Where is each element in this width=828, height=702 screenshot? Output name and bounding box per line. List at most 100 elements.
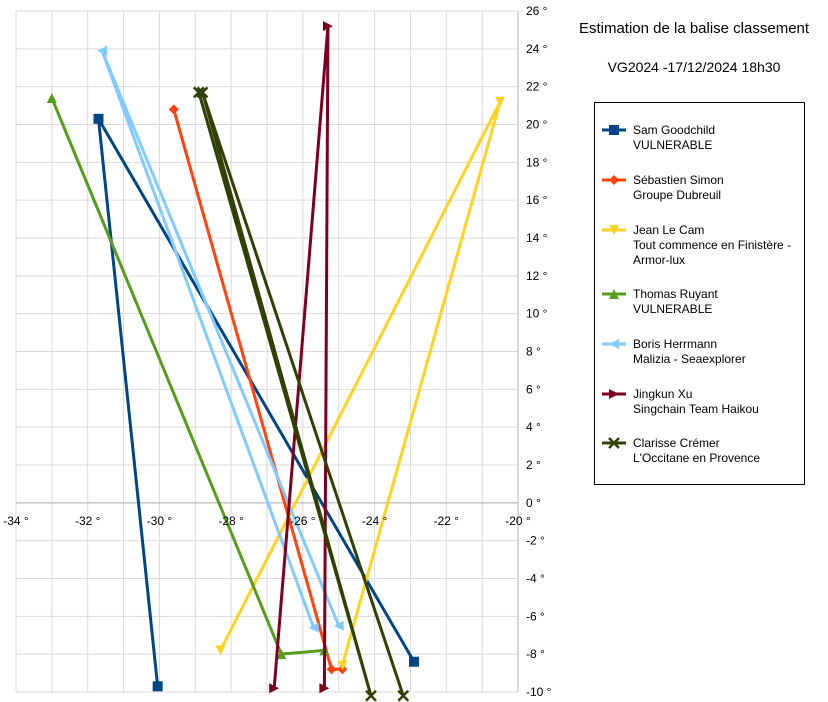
series-line xyxy=(219,100,502,666)
y-tick-label: -6 ° xyxy=(526,609,545,623)
legend-swatch xyxy=(602,225,626,235)
x-tick-label: -32 ° xyxy=(75,514,101,528)
y-tick-label: 2 ° xyxy=(526,458,541,472)
y-tick-label: 20 ° xyxy=(526,118,548,132)
data-point xyxy=(397,689,410,702)
legend-swatch xyxy=(602,339,626,349)
series-6 xyxy=(192,86,410,702)
legend-swatch-marker xyxy=(609,339,619,349)
chart-title: Estimation de la balise classement xyxy=(578,20,810,37)
data-point xyxy=(326,664,337,675)
x-tick-label: -30 ° xyxy=(147,514,173,528)
legend-series-subname: Groupe Dubreuil xyxy=(633,188,722,202)
x-tick-label: -22 ° xyxy=(434,514,460,528)
legend-series-name: Sam Goodchild xyxy=(633,123,716,137)
data-point xyxy=(365,689,377,702)
legend-label: Thomas Ruyant VULNERABLE xyxy=(633,287,803,317)
series-4 xyxy=(97,45,344,633)
legend-series-subname: VULNERABLE xyxy=(633,302,713,316)
legend-item: Sébastien Simon Groupe Dubreuil xyxy=(595,173,804,223)
legend-series-name: Jean Le Cam xyxy=(633,223,705,237)
series-5 xyxy=(269,21,333,694)
legend-item: Boris Herrmann Malizia - Seaexplorer xyxy=(595,337,804,387)
data-point xyxy=(46,93,57,104)
legend-label: Sam Goodchild VULNERABLE xyxy=(633,123,803,153)
y-tick-label: 22 ° xyxy=(526,80,548,94)
x-tick-label: -20 ° xyxy=(505,514,531,528)
x-tick-label: -34 ° xyxy=(3,514,29,528)
legend-series-name: Jingkun Xu xyxy=(633,387,693,401)
data-point xyxy=(168,104,179,115)
y-tick-label: 18 ° xyxy=(526,155,548,169)
legend-series-name: Clarisse Crémer xyxy=(633,436,720,450)
y-tick-label: 12 ° xyxy=(526,269,548,283)
grid xyxy=(15,10,519,693)
legend-swatch xyxy=(602,175,626,185)
legend-swatch xyxy=(602,389,626,399)
legend-series-subname: VULNERABLE xyxy=(633,138,713,152)
data-point xyxy=(97,45,108,56)
legend-swatch-marker xyxy=(609,175,619,185)
data-point xyxy=(152,681,163,692)
legend-series-subname: Tout commence en Finistère - Armor-lux xyxy=(633,238,792,267)
x-tick-label: -24 ° xyxy=(362,514,388,528)
y-tick-label: 4 ° xyxy=(526,420,541,434)
legend-label: Sébastien Simon Groupe Dubreuil xyxy=(633,173,803,203)
legend-series-name: Thomas Ruyant xyxy=(633,287,718,301)
series-1 xyxy=(168,104,348,675)
legend-swatch-marker xyxy=(608,437,620,449)
legend-series-subname: L'Occitane en Provence xyxy=(633,451,761,465)
y-tick-label: 16 ° xyxy=(526,193,548,207)
data-point xyxy=(322,21,333,32)
legend-label: Jingkun Xu Singchain Team Haikou xyxy=(633,387,803,417)
data-point xyxy=(337,660,348,671)
legend-item: Jean Le Cam Tout commence en Finistère - … xyxy=(595,223,804,273)
data-point xyxy=(319,683,330,694)
legend-swatch-marker xyxy=(609,289,619,299)
y-tick-label: -8 ° xyxy=(526,647,545,661)
series-line xyxy=(272,24,330,689)
legend-swatch-marker xyxy=(609,389,619,399)
y-tick-label: -2 ° xyxy=(526,534,545,548)
series-line xyxy=(197,90,405,698)
series-2 xyxy=(215,96,506,671)
tick-labels: -34 ° -32 ° -30 ° -28 ° -26 ° -24 ° -22 ° -20 °… xyxy=(3,4,551,699)
y-tick-label: 14 ° xyxy=(526,231,548,245)
y-tick-label: 6 ° xyxy=(526,382,541,396)
legend-series-name: Boris Herrmann xyxy=(633,337,718,351)
legend-item: Clarisse Crémer L'Occitane en Provence xyxy=(595,436,804,486)
x-tick-label: -26 ° xyxy=(290,514,316,528)
y-tick-label: 8 ° xyxy=(526,345,541,359)
chart-subtitle: VG2024 -17/12/2024 18h30 xyxy=(607,59,781,75)
legend-swatch-marker xyxy=(609,125,619,135)
x-tick-label: -28 ° xyxy=(218,514,244,528)
legend-series-subname: Malizia - Seaexplorer xyxy=(633,352,746,366)
legend-swatch xyxy=(602,289,626,299)
series-3 xyxy=(46,93,330,660)
legend-swatch xyxy=(602,437,626,449)
legend-label: Jean Le Cam Tout commence en Finistère - … xyxy=(633,223,803,268)
legend-item: Sam Goodchild VULNERABLE xyxy=(595,123,804,173)
data-point xyxy=(495,96,506,107)
y-tick-label: 26 ° xyxy=(526,4,548,18)
data-point xyxy=(93,113,104,124)
legend-swatch-marker xyxy=(609,225,619,235)
data-point xyxy=(215,645,226,656)
data-point xyxy=(196,86,209,99)
y-tick-label: -10 ° xyxy=(526,685,552,699)
legend-series-subname: Singchain Team Haikou xyxy=(633,402,759,416)
legend-label: Boris Herrmann Malizia - Seaexplorer xyxy=(633,337,803,367)
y-tick-label: 0 ° xyxy=(526,496,541,510)
y-tick-label: 10 ° xyxy=(526,307,548,321)
data-point xyxy=(333,620,344,631)
data-point xyxy=(308,622,319,633)
data-point xyxy=(192,86,205,99)
legend-swatch xyxy=(602,125,626,135)
y-tick-label: 24 ° xyxy=(526,42,548,56)
legend-series-name: Sébastien Simon xyxy=(633,173,724,187)
data-point xyxy=(269,683,280,694)
legend-item: Thomas Ruyant VULNERABLE xyxy=(595,287,804,337)
data-point xyxy=(409,656,420,667)
y-tick-label: -4 ° xyxy=(526,572,545,586)
